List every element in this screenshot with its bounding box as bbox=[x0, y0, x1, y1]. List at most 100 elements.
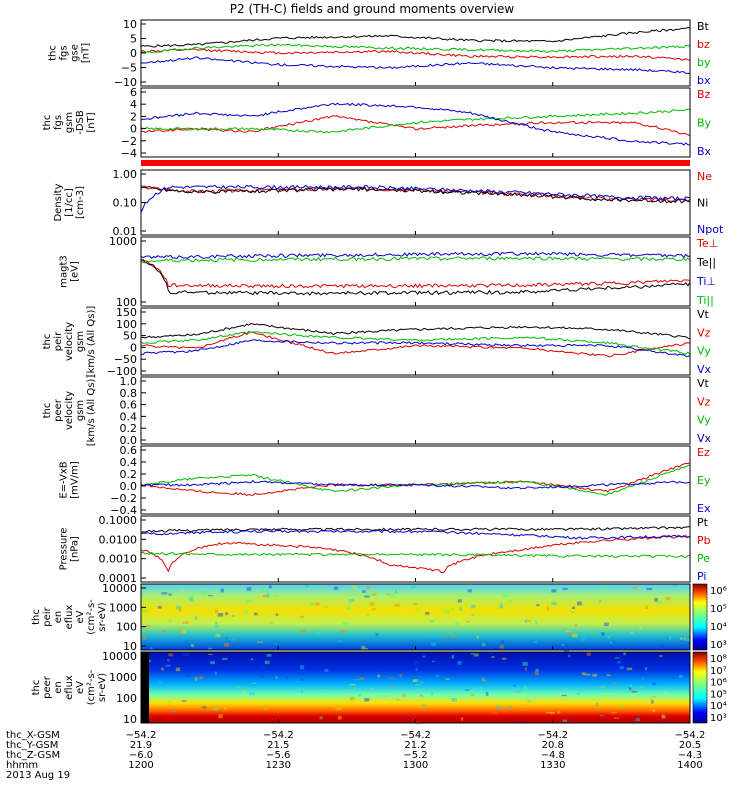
peer_spec-speckle bbox=[319, 689, 323, 691]
temperature-ylabel: [eV] bbox=[70, 261, 81, 282]
peer_spec-speckle bbox=[652, 696, 656, 698]
peir_spec-speckle bbox=[413, 602, 418, 606]
peer_spec-speckle bbox=[623, 652, 626, 656]
panel-peir_spec: 10⁶ 10⁵ 10⁴ 10³ 10000 1000 100 10 thc peir en eflux… bbox=[31, 582, 727, 653]
peer_spec-speckle bbox=[464, 689, 470, 691]
peer_spec-speckle bbox=[167, 658, 170, 662]
legend-label: Bt bbox=[697, 20, 710, 33]
peir_spec-speckle bbox=[342, 621, 349, 626]
peir_spec-speckle bbox=[599, 599, 602, 603]
peer-ylabel: gsm bbox=[75, 400, 86, 421]
peer_spec-speckle bbox=[535, 668, 539, 672]
bottom-row-label: thc_Z-GSM bbox=[6, 750, 60, 761]
peir_spec-speckle bbox=[312, 623, 319, 626]
peir_spec-speckle bbox=[536, 604, 540, 607]
peer_spec-speckle bbox=[611, 682, 617, 685]
peir_spec-speckle bbox=[259, 594, 264, 598]
bottom-axis-value: −5.6 bbox=[266, 750, 290, 761]
peir_spec-speckle bbox=[333, 586, 339, 590]
colorbar-tick-label: 10⁵ bbox=[710, 689, 727, 700]
peer_spec-speckle bbox=[491, 712, 497, 714]
peer_spec-speckle bbox=[251, 682, 257, 685]
peir_spec-speckle bbox=[451, 636, 454, 638]
peer_spec-speckle bbox=[461, 717, 464, 721]
colorbar-tick-label: 10⁷ bbox=[710, 666, 727, 677]
peir_spec-speckle bbox=[524, 619, 531, 622]
colorbar-tick-label: 10⁴ bbox=[710, 622, 727, 633]
legend-gsm: Bz By Bx bbox=[697, 88, 712, 158]
bottom-axis-value: 20.5 bbox=[679, 740, 701, 751]
peer_spec-speckle bbox=[221, 657, 228, 660]
peer_spec-speckle bbox=[651, 682, 657, 685]
peer_spec-speckle bbox=[148, 659, 152, 662]
peer_spec-speckle bbox=[266, 654, 272, 657]
bottom-axis-value: 1300 bbox=[403, 760, 428, 771]
bottom-axis-value: −54.2 bbox=[675, 730, 706, 741]
peir_spec-speckle bbox=[220, 588, 224, 593]
density-ytick-label: 1.00 bbox=[113, 168, 138, 181]
peir_spec-speckle bbox=[571, 633, 578, 638]
peer_spec-speckle bbox=[445, 678, 450, 680]
peir_spec-speckle bbox=[361, 645, 366, 650]
legend-label: by bbox=[697, 56, 711, 69]
peer_spec-speckle bbox=[454, 671, 457, 675]
peir_spec-speckle bbox=[390, 594, 394, 597]
peer_spec-speckle bbox=[664, 691, 667, 694]
peir-series-line bbox=[140, 339, 691, 357]
legend-label: By bbox=[697, 117, 712, 130]
peir_spec-speckle bbox=[471, 614, 475, 616]
peir_spec-speckle bbox=[664, 612, 667, 614]
peer_spec-speckle bbox=[671, 677, 676, 679]
peer_spec-speckle bbox=[399, 674, 402, 678]
peir_spec-speckle bbox=[400, 610, 406, 613]
legend-temperature: Te⊥ Te|| Ti⊥ Ti|| bbox=[696, 237, 718, 307]
peir_spec-speckle bbox=[410, 585, 416, 589]
peir_spec-speckle bbox=[317, 633, 320, 635]
gsm-series-line bbox=[140, 115, 691, 137]
peer_spec-speckle bbox=[275, 676, 278, 679]
peir_spec-speckle bbox=[394, 589, 397, 594]
peer_spec-speckle bbox=[513, 685, 516, 687]
pressure-ytick-label: 0.1000 bbox=[99, 514, 138, 527]
peir_spec-speckle bbox=[215, 633, 221, 638]
peer_spec-speckle bbox=[181, 700, 187, 702]
peir_spec-speckle bbox=[455, 622, 459, 626]
density-ylabel: [cm-3] bbox=[75, 186, 86, 219]
peir_spec-speckle bbox=[645, 605, 649, 609]
peir_spec-speckle bbox=[633, 634, 637, 638]
peir_spec-speckle bbox=[609, 640, 613, 644]
bottom-axis-value: −4.3 bbox=[678, 750, 702, 761]
peir_spec-speckle bbox=[176, 605, 182, 610]
pressure-frame bbox=[140, 515, 691, 583]
fgs-ytick-label: 10 bbox=[123, 18, 137, 31]
peir_spec-speckle bbox=[246, 599, 252, 603]
peer_spec-speckle bbox=[484, 697, 490, 701]
peir_spec-speckle bbox=[502, 594, 509, 597]
peir_spec-speckle bbox=[178, 608, 182, 612]
peer_spec-speckle bbox=[605, 692, 610, 695]
bottom-axis-value: 21.2 bbox=[404, 740, 426, 751]
peir_spec-speckle bbox=[639, 626, 643, 630]
peer_spec-speckle bbox=[661, 715, 666, 719]
peer_spec-speckle bbox=[364, 698, 370, 702]
peir_spec-speckle bbox=[141, 636, 147, 640]
peer_spec-ylabel: eV bbox=[75, 681, 86, 694]
peir_spec-speckle bbox=[551, 589, 557, 593]
peer_spec-speckle bbox=[629, 686, 632, 691]
peir_spec-speckle bbox=[444, 634, 449, 637]
peir_spec-ytick-label: 10000 bbox=[102, 582, 137, 595]
peer_spec-speckle bbox=[496, 705, 502, 710]
peir_spec-ylabel: thc bbox=[31, 609, 42, 625]
peir_spec-speckle bbox=[201, 590, 208, 595]
peir_spec-speckle bbox=[467, 589, 472, 593]
peir_spec-speckle bbox=[232, 638, 236, 641]
peer_spec-speckle bbox=[501, 657, 507, 660]
peer_spec-speckle bbox=[679, 674, 682, 677]
peir_spec-speckle bbox=[266, 593, 270, 598]
efield-ytick-label: 0.4 bbox=[120, 456, 138, 469]
peir_spec-speckle bbox=[225, 637, 228, 639]
gsm-ylabel: thc bbox=[42, 115, 53, 131]
peir_spec-speckle bbox=[451, 635, 456, 638]
